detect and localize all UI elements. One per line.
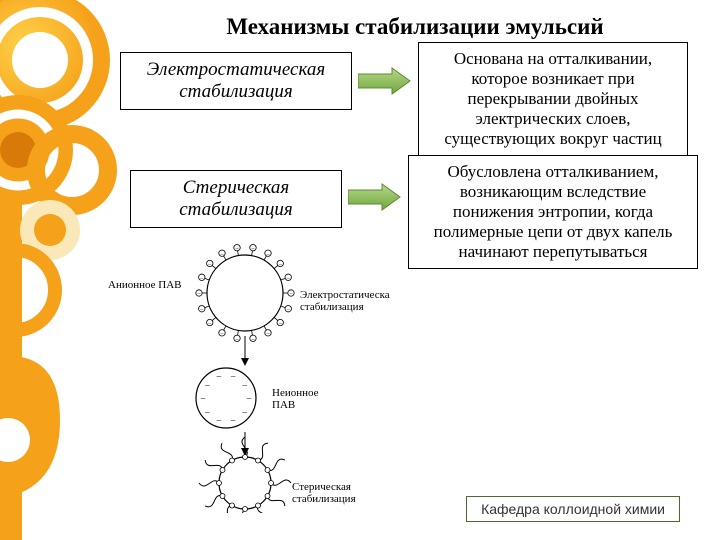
electrostatic-desc: Основана на отталкивании, которое возник… bbox=[444, 49, 661, 148]
steric-desc: Обусловлена отталкиванием, возникающим в… bbox=[434, 162, 673, 261]
nonionic-label: Неионное ПАВ bbox=[272, 387, 321, 411]
svg-text:–: – bbox=[241, 379, 247, 389]
svg-text:–: – bbox=[204, 407, 210, 417]
electrostatic-label-box: Электростатическая стабилизация bbox=[120, 52, 352, 110]
anionic-label: Анионное ПАВ bbox=[108, 279, 181, 291]
department-footer: Кафедра коллоидной химии bbox=[466, 496, 680, 522]
svg-text:–: – bbox=[216, 371, 222, 381]
steric-diag-label: Стерическая стабилизация bbox=[292, 481, 356, 505]
stabilization-diagram: –––––––––––––––––– Анионное ПАВ Электрос… bbox=[100, 238, 390, 513]
svg-text:–: – bbox=[216, 415, 222, 425]
footer-text: Кафедра коллоидной химии bbox=[481, 501, 665, 517]
arrow-2 bbox=[348, 182, 402, 212]
svg-text:–: – bbox=[241, 407, 247, 417]
steric-label: Стерическая стабилизация bbox=[179, 177, 292, 220]
electrostatic-desc-box: Основана на отталкивании, которое возник… bbox=[418, 42, 688, 156]
steric-desc-box: Обусловлена отталкиванием, возникающим в… bbox=[408, 155, 698, 269]
svg-text:–: – bbox=[230, 371, 236, 381]
electro-label: Электростатическая стабилизация bbox=[300, 289, 390, 313]
arrow-1 bbox=[358, 66, 412, 96]
svg-text:–: – bbox=[200, 393, 206, 403]
svg-text:–: – bbox=[246, 393, 252, 403]
steric-label-box: Стерическая стабилизация bbox=[130, 170, 342, 228]
page-title: Механизмы стабилизации эмульсий bbox=[140, 14, 690, 40]
svg-text:–: – bbox=[204, 379, 210, 389]
svg-text:–: – bbox=[230, 415, 236, 425]
electrostatic-label: Электростатическая стабилизация bbox=[147, 59, 325, 102]
